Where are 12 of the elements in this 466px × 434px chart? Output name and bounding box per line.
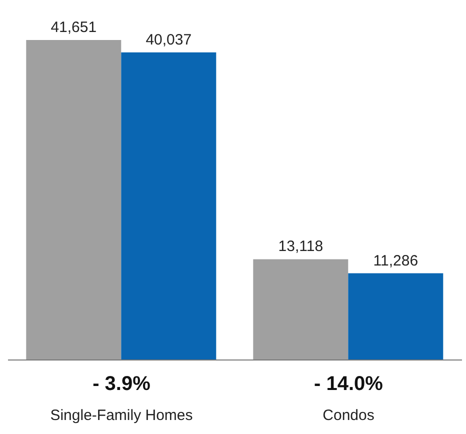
data-label: 40,037 [146, 31, 192, 48]
text: - 14.0% [314, 373, 384, 395]
data-label: 41,651 [50, 19, 97, 36]
text: - 3.9% [92, 373, 151, 395]
bar [121, 52, 216, 360]
x-tick-label: Single-Family Homes [50, 407, 193, 424]
bar [348, 273, 444, 360]
data-label: 11,286 [373, 252, 418, 270]
data-label: 13,118 [278, 238, 324, 256]
bar [253, 259, 348, 360]
x-tick-label: Condos [322, 407, 374, 424]
bar [26, 40, 122, 360]
